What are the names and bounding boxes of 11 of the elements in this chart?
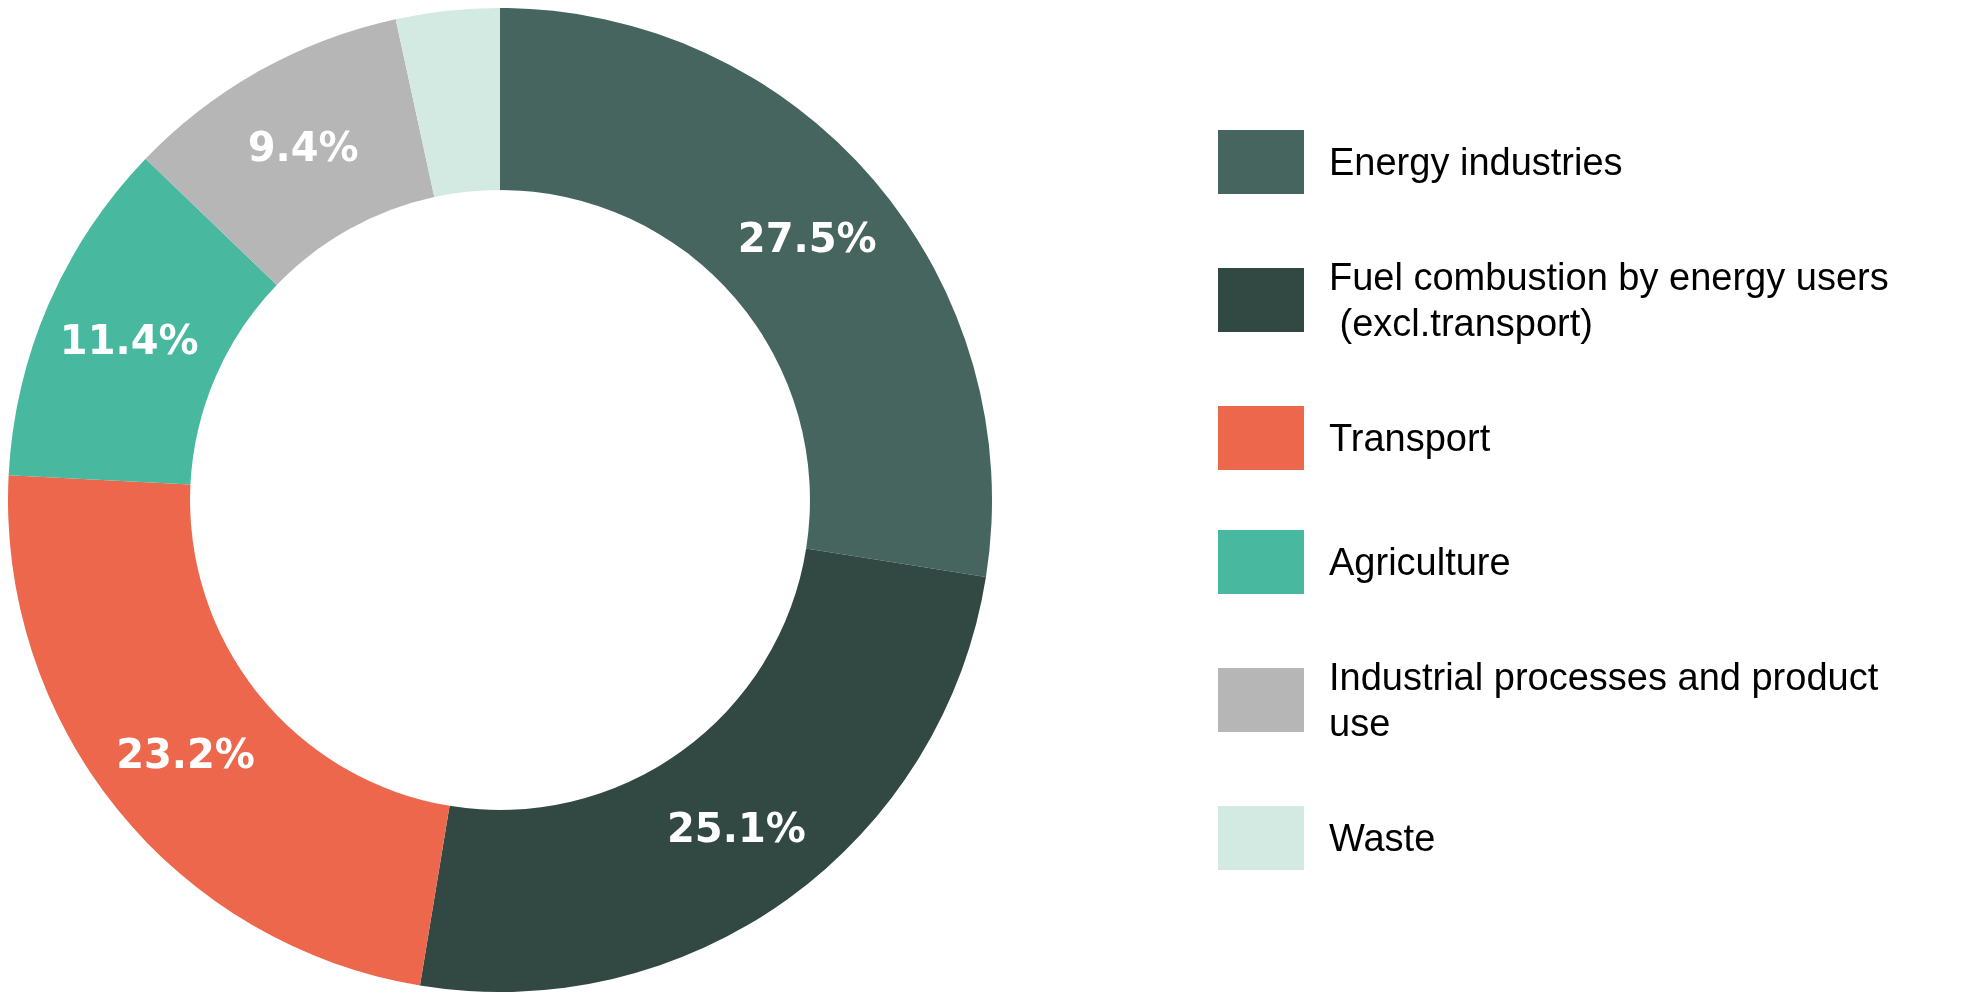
legend-label: Industrial processes and product use	[1329, 656, 1889, 744]
legend-label: Waste	[1329, 817, 1436, 859]
data-label: 27.5%	[737, 214, 877, 261]
data-label: 9.4%	[247, 124, 359, 171]
data-label: 23.2%	[116, 730, 255, 777]
legend-label: Transport	[1329, 417, 1491, 459]
legend-label: Energy industries	[1329, 141, 1623, 183]
legend-label: Fuel combustion by energy users (excl.transport)	[1329, 256, 1889, 344]
legend-label: Agriculture	[1329, 541, 1511, 583]
data-label: 25.1%	[667, 804, 806, 851]
data-label: 11.4%	[59, 316, 199, 363]
